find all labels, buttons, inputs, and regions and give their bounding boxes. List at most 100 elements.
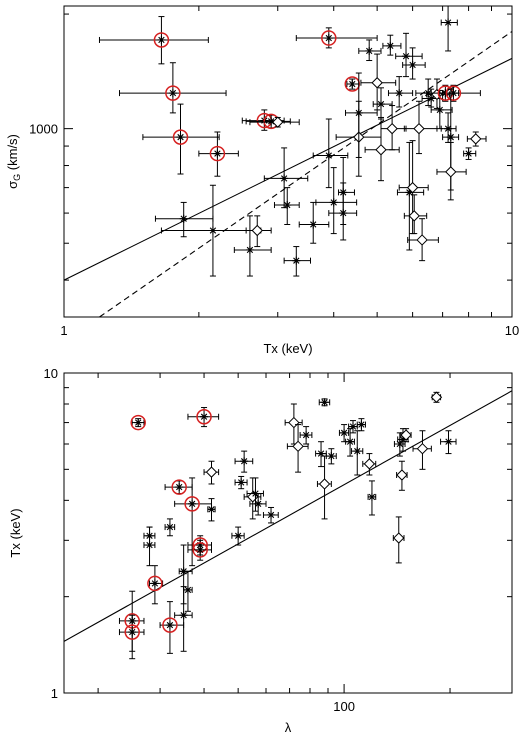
data-point [442,84,481,102]
star-marker [302,431,311,440]
highlight-circle [172,129,189,145]
star-marker [320,398,329,407]
tx-vs-lambda-fit-lines [64,390,512,642]
star-marker [280,174,289,183]
solid-fit-line [64,390,512,642]
data-point [118,62,227,114]
star-marker [357,420,366,429]
diamond-marker [400,429,412,441]
star-marker [449,89,458,98]
y-axis-label: σG (km/s) [5,134,22,189]
highlight-circle [445,85,462,101]
data-point [262,506,279,524]
data-point [396,460,408,491]
star-marker [168,89,177,98]
data-point [436,141,467,201]
data-point [295,27,378,49]
star-marker [292,256,301,265]
data-point [440,430,457,455]
data-point [231,526,245,546]
data-point [234,450,254,473]
data-point [360,53,397,111]
data-point [164,518,176,537]
star-marker [176,133,185,142]
y-tick-label: 1000 [29,122,58,137]
sigma-vs-tx-tick-labels: 1 10 1000 [29,122,519,338]
sigma-vs-tx-fit-lines [64,31,512,317]
data-point [147,565,164,605]
data-point [393,432,406,457]
y-tick-label: 1 [51,686,58,701]
star-marker [395,439,404,448]
star-marker [327,452,336,461]
diamond-marker [445,166,457,178]
data-point [174,586,193,652]
data-point [249,493,267,516]
highlight-circle [171,479,187,495]
data-point [187,539,213,561]
data-point [245,113,291,130]
diamond-marker [247,491,259,503]
diamond-marker [371,77,383,89]
data-point [362,453,377,476]
data-point [154,201,214,238]
data-point [233,215,272,277]
y-tick-label: 10 [44,366,58,381]
star-marker [237,478,246,487]
tx-vs-lambda-plot-frame [63,372,513,694]
data-point [396,141,425,251]
star-marker [367,492,376,501]
data-point [403,194,428,235]
star-marker [213,149,222,158]
diamond-marker [292,440,304,453]
y-axis-label-unit: (km/s) [5,134,20,174]
star-marker [157,35,166,44]
star-marker [267,117,276,126]
data-point [430,391,443,403]
data-point [164,479,193,495]
data-point [382,34,402,56]
star-marker [196,545,205,554]
star-marker [444,124,453,133]
data-point [98,16,209,65]
x-axis-label: Tx (keV) [263,341,312,356]
star-marker [165,523,174,532]
star-marker [200,412,209,421]
data-point [203,460,220,485]
data-point [412,430,432,470]
data-point [328,182,358,241]
star-marker [245,245,254,254]
data-point [402,47,426,80]
star-marker [324,151,333,160]
star-marker [188,499,197,508]
star-marker [309,220,318,229]
highlight-circle [209,145,226,162]
data-point [159,601,185,654]
sigma-vs-tx-points [98,6,487,277]
data-point [299,426,313,445]
sigma-vs-tx-ticks [63,6,513,317]
data-point [318,398,331,407]
data-point [403,100,438,155]
highlight-circle [184,496,200,512]
star-marker [179,567,188,576]
data-point [387,76,414,108]
x-axis-label: λ [285,720,292,734]
star-marker [424,89,433,98]
data-point [351,430,364,476]
data-point [315,167,358,235]
data-point [178,544,193,605]
data-point [372,87,393,120]
sigma-vs-tx-plot-frame [63,5,513,318]
diamond-marker [363,458,376,470]
y-axis-label: Tx (keV) [8,508,23,557]
data-point [440,112,457,143]
star-marker [329,198,338,207]
diamond-marker [386,122,398,135]
diamond-marker [413,122,425,135]
star-marker [179,214,188,223]
star-marker [348,422,357,431]
star-marker [446,133,455,142]
star-marker [145,541,154,550]
data-point [345,72,378,158]
